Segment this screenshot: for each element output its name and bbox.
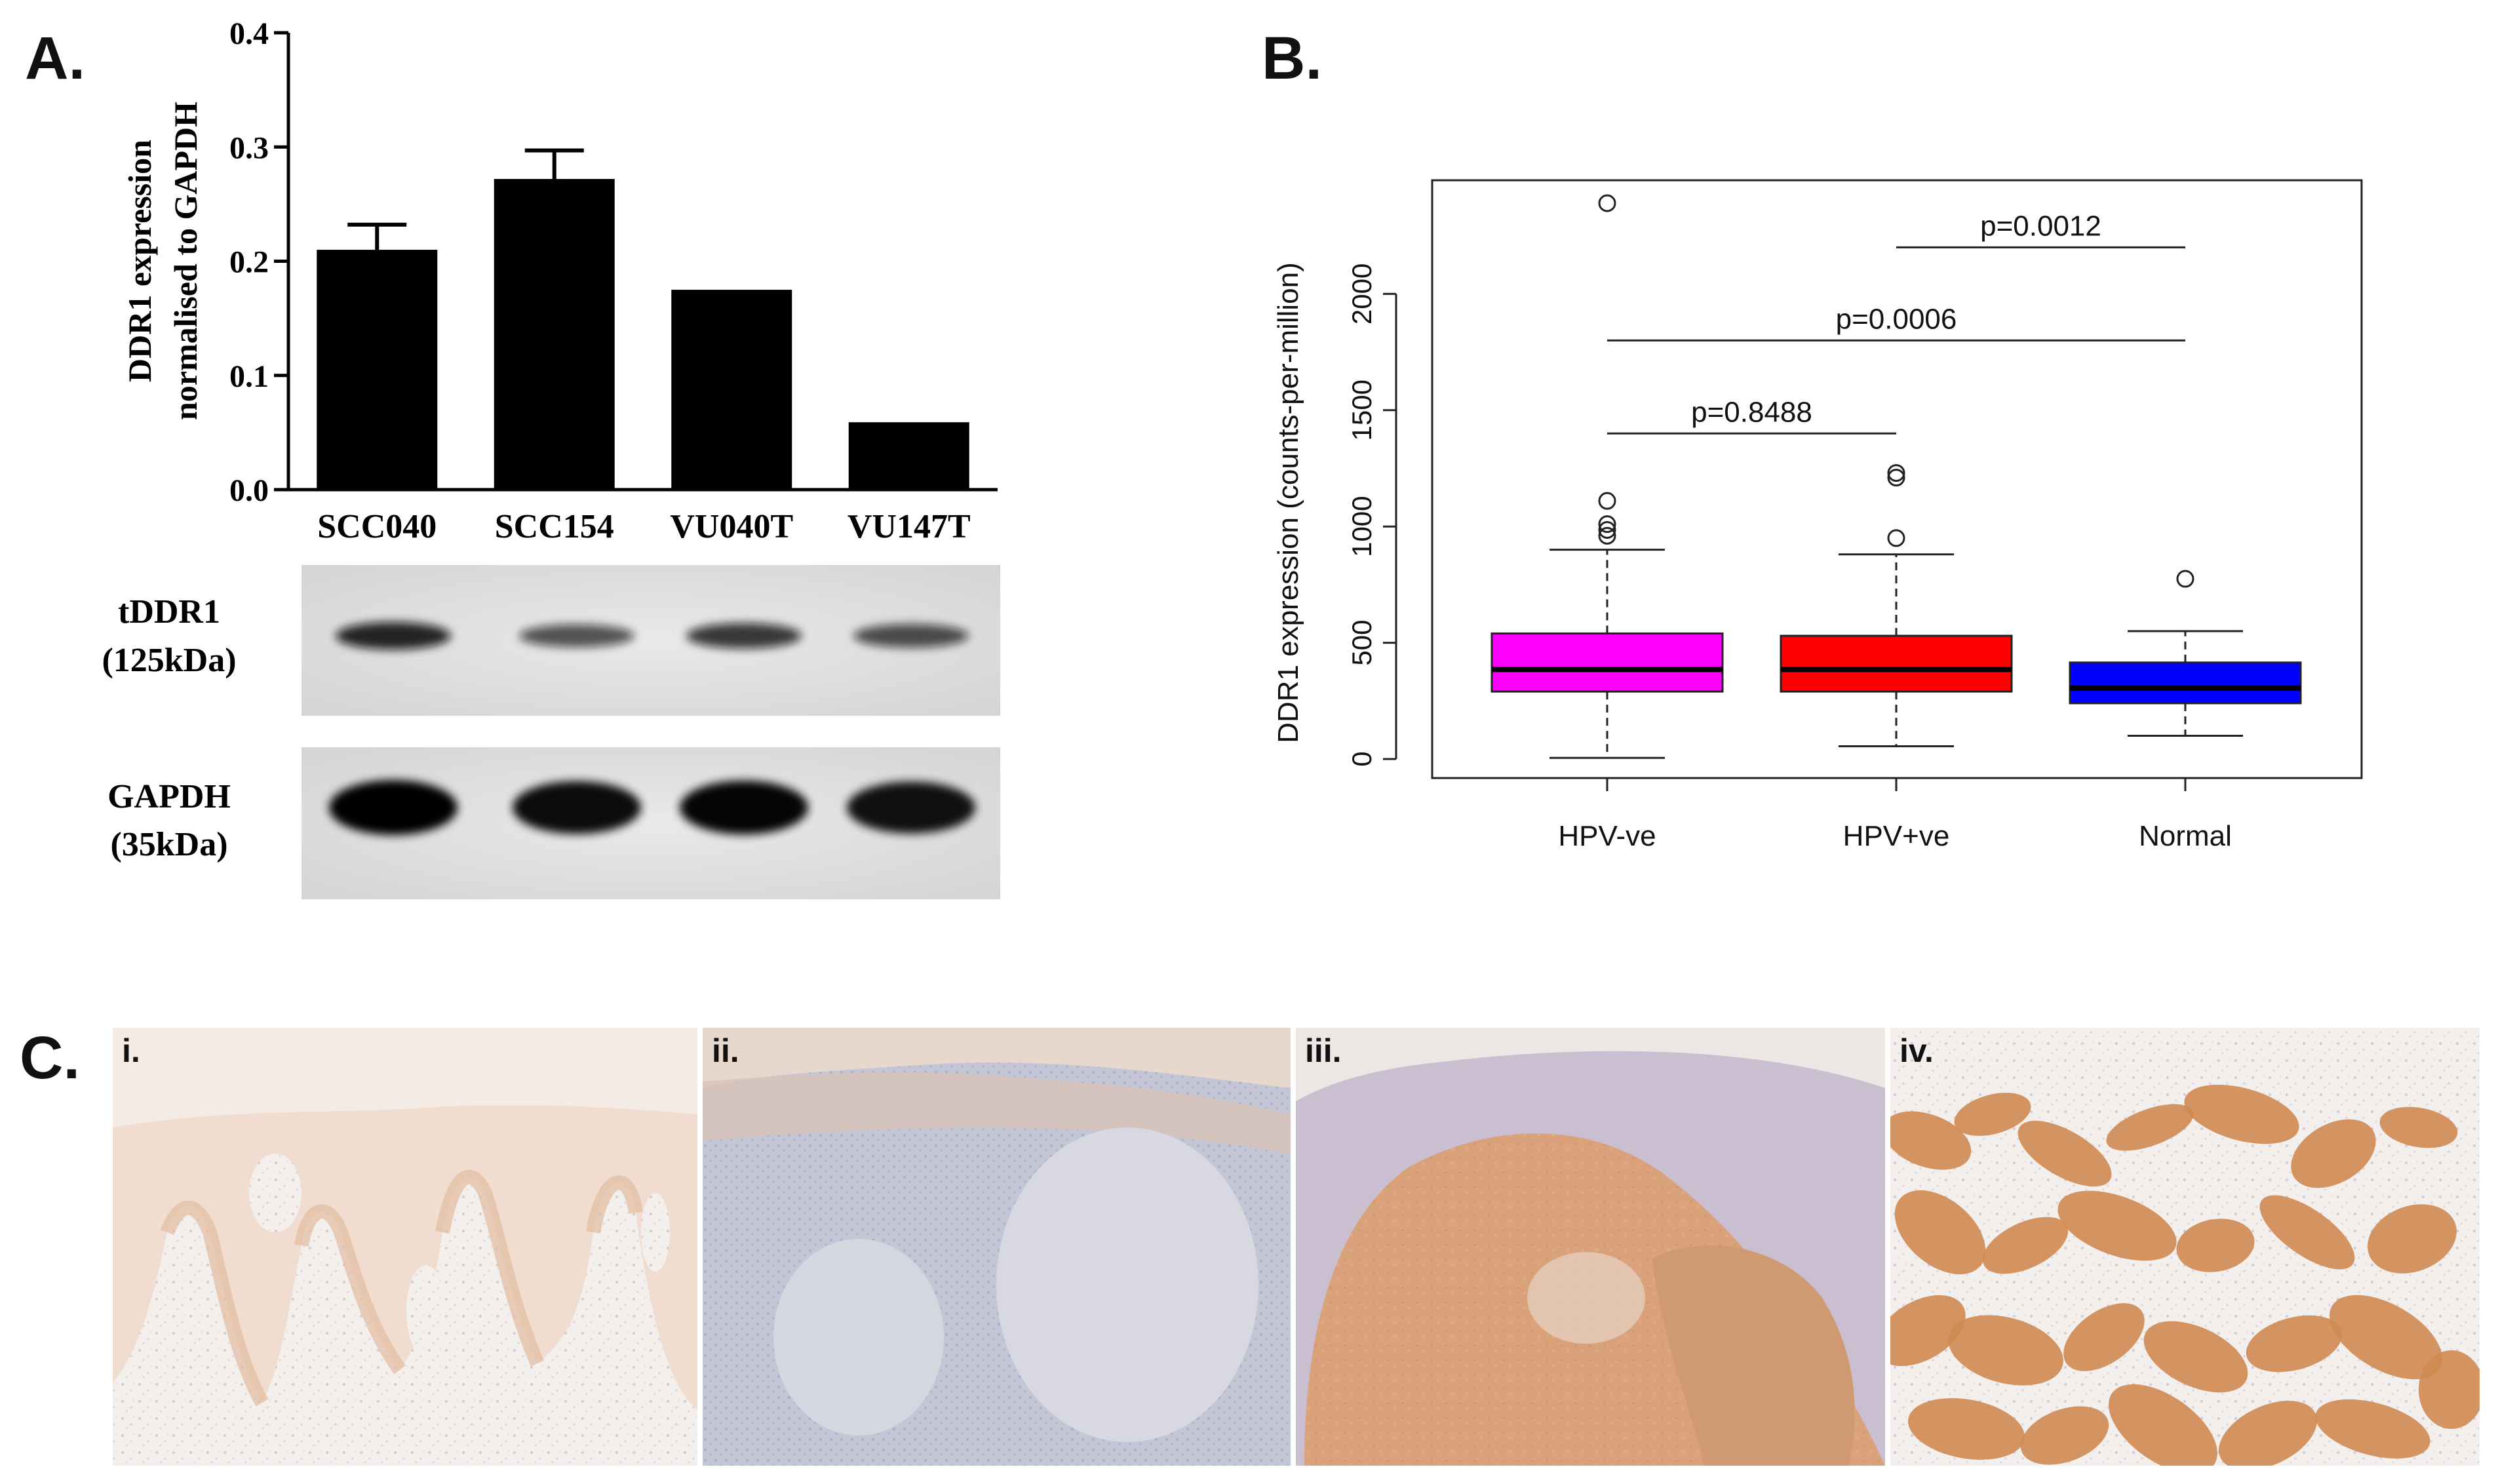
panel-b-outlier-point [1887,529,1905,547]
gapdh-band [329,780,458,835]
panel-b-y-tick-label: 1500 [1346,380,1377,440]
panel-a-x-tick-label: VU147T [848,508,971,545]
panel-b-y-tick-label: 2000 [1346,264,1377,324]
panel-b-p-value: p=0.0006 [1836,303,1957,335]
tumour-island [1982,1217,2069,1274]
tumour-island [2106,1104,2194,1151]
panel-b-outlier-point [1887,469,1905,487]
tumour-island [2184,1084,2299,1144]
panel-a-y-tick-label: 0.4 [229,16,269,51]
tumour-island [2109,1384,2217,1466]
panel-a-x-tick-label: VU040T [670,508,793,545]
gapdh-band [847,781,975,834]
tumour-island [2219,1401,2317,1466]
panel-b-outlier-point [1598,492,1616,510]
tumour-island [2017,1120,2112,1187]
tumour-island [2379,1106,2458,1148]
tddr1-label: tDDR1 [118,593,220,631]
panel-b-box-plot: 0 500 1000 1500 2000 p=0.0012 p=0.0006 p=0.848… [1272,179,2363,852]
panel-a-bar-chart: 0.0 0.1 0.2 0.3 0.4 SCC040 SCC154 VU040T VU147T… [121,16,998,545]
tumour-island [2367,1204,2457,1274]
panel-b-p-value: p=0.8488 [1691,396,1812,428]
panel-b-outlier-point [1598,194,1616,212]
panel-b-outlier-point [1598,515,1616,534]
tumour-island [2329,1295,2442,1380]
panel-a-y-tick-label: 0.2 [229,245,269,280]
tumour-island [1894,1190,1986,1275]
tddr1-weight-label: (125kDa) [102,642,236,679]
panel-a-y-label-line1: DDR1 expression [121,140,158,382]
panel-b-outlier-point [2176,570,2194,588]
tddr1-band [853,624,969,648]
histology-image-iv [1890,1028,2480,1466]
gapdh-label: GAPDH [107,778,231,815]
panel-a-y-tick-label: 0.0 [229,473,269,508]
tumour-island [2259,1195,2355,1270]
tumour-island [2246,1315,2343,1373]
panel-a-bar-SCC154 [494,179,615,490]
tddr1-band [686,623,802,649]
panel-b-x-tick-label: HPV-ve [1558,820,1656,852]
panel-a-bar-VU147T [848,422,969,490]
tddr1-band [336,622,451,650]
histology-label-iii: iii. [1305,1032,1342,1069]
panel-b-x-tick-label: HPV+ve [1843,820,1950,852]
tumour-island [2176,1219,2255,1272]
panel-b-y-label: DDR1 expression (counts-per-million) [1272,262,1304,743]
tumour-island [2020,1406,2109,1465]
panel-a-bar-SCC040 [317,250,438,490]
panel-a-x-tick-label: SCC040 [317,508,437,545]
tumour-island [2143,1321,2248,1393]
tddr1-band [519,624,634,648]
tumour-island [1954,1093,2031,1136]
histology-image-iii [1296,1028,1885,1466]
panel-b-letter: B. [1262,25,1322,92]
gapdh-weight-label: (35kDa) [110,826,227,863]
panel-b-x-tick-label: Normal [2139,820,2232,852]
panel-b-outlier-point [1598,521,1616,539]
panel-a-letter: A. [25,25,85,92]
histology-image-ii [703,1028,1291,1466]
gapdh-band [680,780,808,835]
western-blots: tDDR1 (125kDa) GAPDH (35kDa) [102,565,1000,899]
tumour-island [2419,1350,2480,1429]
panel-a-y-label-line2: normalised to GAPDH [167,102,204,420]
histology-label-ii: ii. [712,1032,739,1069]
tumour-island [2063,1303,2145,1371]
panel-b-box-HPV+ve [1780,635,2013,693]
tumour-island [1890,1295,1966,1367]
panel-a-x-tick-label: SCC154 [495,508,614,545]
tumour-island [2315,1399,2430,1459]
tumour-island [1908,1398,2025,1460]
panel-b-outlier-point [1598,526,1616,545]
panel-b-y-tick-label: 500 [1346,620,1377,666]
panel-c-letter: C. [20,1025,80,1091]
histology-label-i: i. [122,1032,140,1069]
histology-label-iv: iv. [1900,1032,1934,1069]
panel-b-y-tick-label: 1000 [1346,496,1377,556]
panel-a-y-tick-label: 0.3 [229,130,269,165]
panel-b-p-value: p=0.0012 [1980,210,2101,242]
tumour-island [1948,1315,2063,1386]
panel-b-box-HPV-ve [1491,632,1724,693]
panel-a-bar-VU040T [671,290,792,490]
panel-b-y-tick-label: 0 [1346,751,1377,766]
tumour-island [1890,1111,1972,1170]
tumour-island [2291,1119,2376,1188]
gapdh-band [513,781,641,834]
tumour-island [2057,1190,2177,1261]
panel-b-box-Normal [2069,661,2302,705]
histology-image-i [113,1028,697,1466]
panel-a-y-tick-label: 0.1 [229,359,269,394]
panel-b-outlier-point [1887,464,1905,482]
